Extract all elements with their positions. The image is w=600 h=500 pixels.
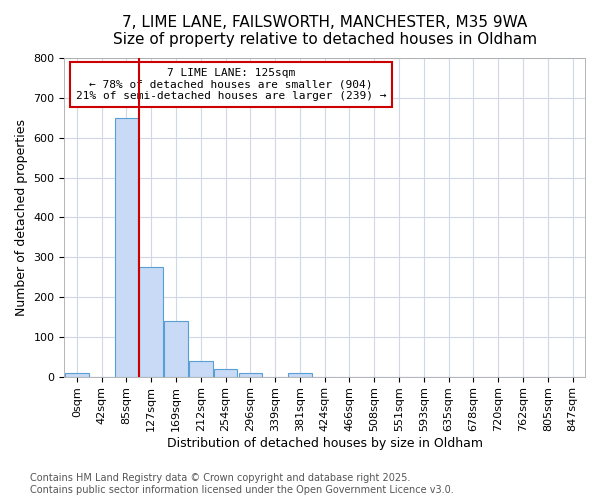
Bar	[288, 374, 311, 376]
Bar	[65, 374, 89, 376]
Bar	[115, 118, 138, 376]
Bar	[239, 372, 262, 376]
Title: 7, LIME LANE, FAILSWORTH, MANCHESTER, M35 9WA
Size of property relative to detac: 7, LIME LANE, FAILSWORTH, MANCHESTER, M3…	[113, 15, 537, 48]
Bar	[139, 267, 163, 376]
Bar	[214, 370, 238, 376]
X-axis label: Distribution of detached houses by size in Oldham: Distribution of detached houses by size …	[167, 437, 483, 450]
Text: 7 LIME LANE: 125sqm
← 78% of detached houses are smaller (904)
21% of semi-detac: 7 LIME LANE: 125sqm ← 78% of detached ho…	[76, 68, 386, 101]
Y-axis label: Number of detached properties: Number of detached properties	[15, 119, 28, 316]
Bar	[189, 362, 212, 376]
Bar	[164, 321, 188, 376]
Text: Contains HM Land Registry data © Crown copyright and database right 2025.
Contai: Contains HM Land Registry data © Crown c…	[30, 474, 454, 495]
